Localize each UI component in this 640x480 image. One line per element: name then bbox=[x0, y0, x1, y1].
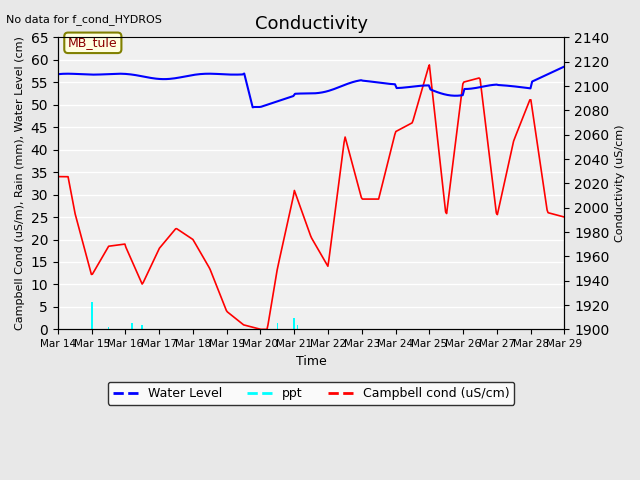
Text: MB_tule: MB_tule bbox=[68, 36, 118, 49]
Legend: Water Level, ppt, Campbell cond (uS/cm): Water Level, ppt, Campbell cond (uS/cm) bbox=[108, 382, 515, 405]
Title: Conductivity: Conductivity bbox=[255, 15, 367, 33]
Bar bbox=[297, 325, 298, 329]
Bar bbox=[91, 302, 93, 329]
Bar bbox=[293, 318, 295, 329]
Y-axis label: Conductivity (uS/cm): Conductivity (uS/cm) bbox=[615, 125, 625, 242]
X-axis label: Time: Time bbox=[296, 355, 326, 368]
Bar bbox=[141, 325, 143, 329]
Bar bbox=[276, 323, 278, 329]
Bar bbox=[131, 323, 133, 329]
Text: No data for f_cond_HYDROS: No data for f_cond_HYDROS bbox=[6, 14, 163, 25]
Bar bbox=[108, 327, 109, 329]
Y-axis label: Campbell Cond (uS/m), Rain (mm), Water Level (cm): Campbell Cond (uS/m), Rain (mm), Water L… bbox=[15, 36, 25, 330]
